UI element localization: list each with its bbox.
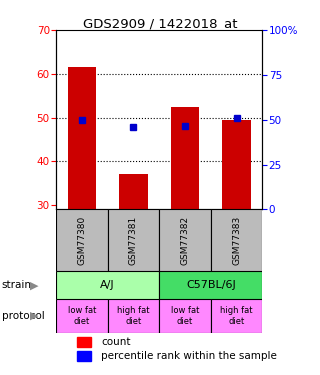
Text: ▶: ▶ bbox=[30, 280, 39, 290]
Bar bbox=[56, 271, 159, 299]
Text: strain: strain bbox=[2, 280, 32, 290]
Bar bbox=[171, 106, 199, 210]
Bar bbox=[159, 299, 211, 333]
Text: protocol: protocol bbox=[2, 311, 44, 321]
Text: high fat
diet: high fat diet bbox=[220, 306, 253, 326]
Bar bbox=[77, 337, 91, 347]
Bar bbox=[211, 299, 262, 333]
Text: count: count bbox=[101, 336, 131, 346]
Text: GSM77380: GSM77380 bbox=[77, 216, 86, 265]
Bar bbox=[56, 299, 108, 333]
Text: low fat
diet: low fat diet bbox=[68, 306, 96, 326]
Bar bbox=[108, 299, 159, 333]
Bar bbox=[119, 174, 148, 210]
Bar bbox=[77, 351, 91, 361]
Bar bbox=[68, 67, 96, 210]
Text: ▶: ▶ bbox=[30, 311, 39, 321]
Text: C57BL/6J: C57BL/6J bbox=[186, 280, 236, 290]
Bar bbox=[222, 120, 251, 210]
Bar bbox=[56, 210, 108, 271]
Text: GSM77383: GSM77383 bbox=[232, 216, 241, 265]
Text: GDS2909 / 1422018_at: GDS2909 / 1422018_at bbox=[83, 17, 237, 30]
Text: high fat
diet: high fat diet bbox=[117, 306, 150, 326]
Text: GSM77381: GSM77381 bbox=[129, 216, 138, 265]
Text: low fat
diet: low fat diet bbox=[171, 306, 199, 326]
Text: percentile rank within the sample: percentile rank within the sample bbox=[101, 351, 277, 361]
Text: GSM77382: GSM77382 bbox=[180, 216, 189, 265]
Bar bbox=[159, 210, 211, 271]
Bar bbox=[211, 210, 262, 271]
Text: A/J: A/J bbox=[100, 280, 115, 290]
Bar bbox=[159, 271, 262, 299]
Bar bbox=[108, 210, 159, 271]
